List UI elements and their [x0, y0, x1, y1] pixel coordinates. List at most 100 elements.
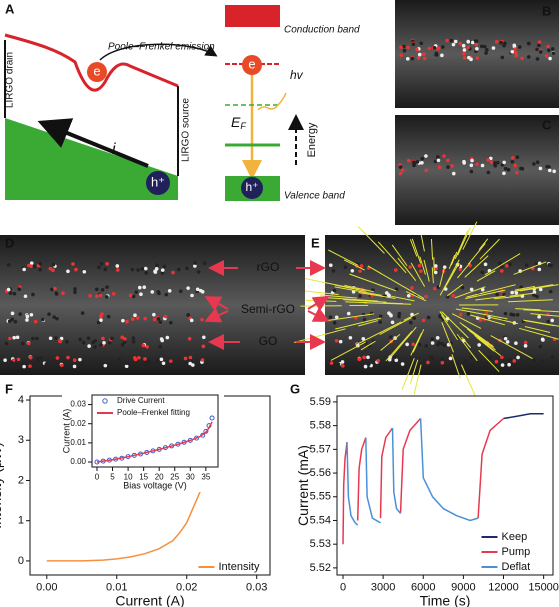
- atom: [137, 355, 141, 360]
- atom: [86, 336, 91, 341]
- field-line: [345, 301, 368, 304]
- atom: [495, 160, 500, 165]
- atom: [362, 317, 367, 322]
- atom: [392, 364, 397, 369]
- x-axis-label: Time (s): [420, 593, 471, 607]
- atom: [328, 263, 333, 268]
- fermi-symbol: E: [231, 114, 241, 130]
- y-tick-label: 0.02: [70, 419, 86, 428]
- field-line: [524, 320, 555, 327]
- panel-a: Poole–Frenkel emission e h⁺ i LIRGO drai…: [4, 5, 360, 202]
- atom: [461, 43, 466, 48]
- atom: [524, 263, 529, 267]
- atom: [466, 45, 470, 50]
- atom: [95, 294, 99, 299]
- atom: [17, 287, 22, 292]
- atom: [55, 356, 60, 360]
- field-line: [334, 286, 382, 296]
- atom: [466, 39, 471, 44]
- atom: [440, 341, 444, 346]
- atom: [469, 355, 474, 360]
- atom: [430, 356, 434, 360]
- atom: [94, 287, 99, 292]
- atom: [512, 359, 517, 363]
- y-tick-label: 5.54: [310, 514, 331, 526]
- atom: [55, 316, 59, 321]
- atom: [422, 56, 427, 61]
- atom: [463, 359, 468, 363]
- atom: [115, 268, 120, 272]
- atom: [494, 359, 499, 364]
- atom: [334, 338, 339, 343]
- atom: [178, 289, 183, 294]
- atom: [38, 261, 43, 266]
- atom: [25, 318, 29, 322]
- x-tick-label: 15: [139, 473, 148, 482]
- atom: [361, 337, 366, 341]
- atom: [346, 311, 351, 316]
- atom: [135, 316, 140, 320]
- field-line: [343, 299, 387, 303]
- atom: [359, 264, 364, 268]
- atom: [53, 286, 57, 291]
- atom: [474, 42, 479, 47]
- atom: [416, 56, 421, 60]
- current-arrow: [37, 118, 149, 168]
- atom: [442, 154, 446, 158]
- atom: [329, 361, 334, 365]
- x-tick-label: 25: [170, 473, 179, 482]
- field-line: [330, 341, 366, 361]
- atom: [550, 47, 555, 51]
- atom: [451, 171, 456, 176]
- field-line: [409, 239, 418, 257]
- field-line: [484, 253, 521, 276]
- y-tick-label: 5.57: [310, 443, 331, 455]
- atom: [514, 341, 518, 346]
- atom: [16, 357, 21, 362]
- field-line: [470, 314, 505, 326]
- atom: [362, 355, 366, 360]
- atom: [532, 293, 536, 297]
- emission-arrow: [99, 43, 218, 61]
- atom: [508, 262, 512, 267]
- atom: [547, 262, 552, 267]
- atom: [387, 294, 391, 298]
- field-line: [454, 286, 486, 299]
- layer-label: GO: [259, 334, 278, 348]
- atom: [3, 358, 7, 362]
- atom: [510, 49, 515, 54]
- atom: [161, 361, 166, 366]
- atom: [39, 356, 43, 360]
- field-line: [467, 243, 486, 265]
- atom: [54, 292, 59, 296]
- atom: [469, 169, 474, 174]
- y-tick-label: 3: [18, 434, 24, 446]
- atom: [405, 56, 410, 61]
- atom: [185, 266, 189, 271]
- atom: [100, 312, 104, 316]
- plot-frame: [336, 395, 554, 576]
- atom: [201, 344, 206, 349]
- field-line: [455, 308, 508, 320]
- atom: [25, 314, 30, 319]
- layer-label: Semi-rGO: [241, 302, 295, 316]
- atom: [73, 290, 77, 295]
- atom: [99, 343, 103, 347]
- atom: [540, 359, 545, 363]
- field-line: [334, 284, 367, 292]
- atom: [412, 163, 416, 168]
- field-line: [410, 332, 423, 356]
- atom: [162, 264, 167, 269]
- atom: [458, 267, 463, 272]
- atom: [111, 291, 116, 296]
- field-line: [446, 283, 463, 297]
- y-tick-label: 0.00: [70, 457, 86, 466]
- atom: [478, 318, 483, 322]
- field-line: [358, 320, 379, 327]
- atom: [486, 170, 491, 175]
- atom: [470, 158, 474, 163]
- atom: [98, 293, 103, 297]
- field-line: [383, 302, 403, 305]
- atom: [103, 267, 108, 272]
- atom: [187, 336, 192, 341]
